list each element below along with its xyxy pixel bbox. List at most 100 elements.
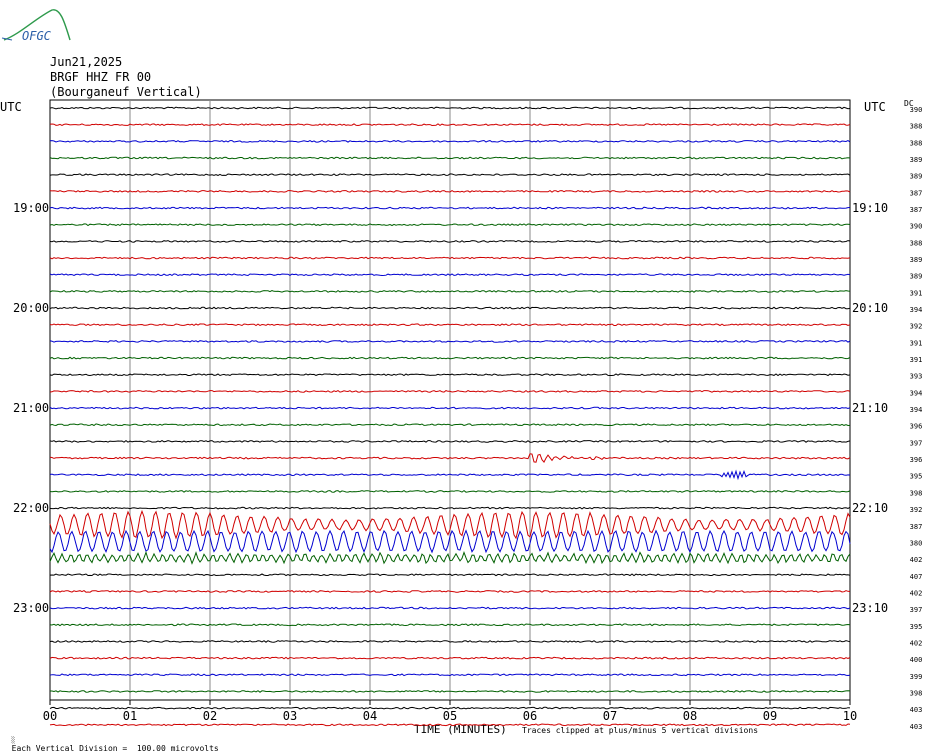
trace-line — [49, 256, 851, 260]
header-description: (Bourganeuf Vertical) — [50, 85, 202, 99]
trace-line — [49, 423, 851, 427]
dc-offset-label: 398 — [910, 489, 923, 497]
x-tick-label: 03 — [283, 709, 297, 723]
x-tick-label: 10 — [843, 709, 857, 723]
dc-offset-label: 389 — [910, 256, 923, 264]
trace-line — [49, 529, 851, 554]
dc-offset-label: 380 — [910, 539, 923, 547]
time-label-left: 22:00 — [13, 501, 49, 515]
time-label-right: 23:10 — [852, 601, 888, 615]
time-label-right: 21:10 — [852, 401, 888, 415]
trace-line — [49, 389, 851, 393]
trace-line — [49, 623, 851, 627]
dc-offset-label: 402 — [910, 639, 923, 647]
dc-offset-label: 407 — [910, 573, 923, 581]
dc-offset-label: 403 — [910, 723, 923, 731]
trace-line — [49, 306, 851, 310]
trace-line — [50, 690, 851, 693]
dc-offset-label: 398 — [910, 689, 923, 697]
dc-offset-label: 396 — [910, 423, 923, 431]
dc-offset-label: 397 — [910, 606, 923, 614]
logo-mark: OFGC — [1, 9, 71, 43]
logo-text: OFGC — [22, 29, 52, 43]
time-label-left: 19:00 — [13, 201, 49, 215]
dc-offset-label: 391 — [910, 289, 923, 297]
x-tick-label: 05 — [443, 709, 457, 723]
x-axis-label: TIME (MINUTES) — [414, 723, 507, 736]
dc-offset-label: 389 — [910, 173, 923, 181]
trace-line — [49, 573, 851, 577]
trace-line — [49, 240, 851, 243]
trace-line — [49, 206, 851, 210]
dc-offset-label: 387 — [910, 189, 923, 197]
x-tick-label: 07 — [603, 709, 617, 723]
dc-offset-label: 396 — [910, 456, 923, 464]
trace-line — [49, 373, 851, 377]
scale-note: ░ Each Vertical Division = 100.00 microv… — [2, 726, 219, 753]
dc-offset-label: 394 — [910, 389, 923, 397]
trace-line — [49, 606, 851, 610]
utc-label-left: UTC — [0, 100, 22, 114]
scale-note-icon: ░ — [11, 737, 16, 744]
x-tick-label: 06 — [523, 709, 537, 723]
x-tick-label: 01 — [123, 709, 137, 723]
trace-line — [49, 123, 851, 127]
dc-offset-label: 394 — [910, 306, 923, 314]
x-tick-label: 02 — [203, 709, 217, 723]
trace-line — [49, 139, 851, 143]
trace-line — [49, 439, 851, 443]
dc-label: DC — [904, 99, 914, 108]
trace-line — [49, 339, 851, 343]
dc-offset-label: 403 — [910, 706, 923, 714]
time-label-right: 20:10 — [852, 301, 888, 315]
dc-offset-label: 388 — [910, 139, 923, 147]
trace-line — [49, 156, 851, 160]
dc-offset-label: 389 — [910, 156, 923, 164]
trace-line — [49, 590, 851, 593]
trace-line — [49, 223, 851, 227]
trace-line — [49, 189, 851, 193]
trace-line — [49, 506, 851, 510]
trace-line — [49, 509, 851, 540]
dc-offset-label: 393 — [910, 373, 923, 381]
trace-line — [49, 640, 851, 643]
x-tick-label: 00 — [43, 709, 57, 723]
dc-offset-label: 400 — [910, 656, 923, 664]
dc-offset-label: 389 — [910, 273, 923, 281]
dc-offset-label: 392 — [910, 506, 923, 514]
dc-offset-label: 397 — [910, 439, 923, 447]
time-label-right: 22:10 — [852, 501, 888, 515]
trace-line — [49, 106, 851, 110]
dc-offset-label: 391 — [910, 356, 923, 364]
dc-offset-label: 387 — [910, 206, 923, 214]
header-station: BRGF HHZ FR 00 — [50, 70, 152, 84]
scale-note-text: Each Vertical Division = 100.00 microvol… — [11, 744, 219, 753]
dc-offset-label: 391 — [910, 339, 923, 347]
x-tick-label: 04 — [363, 709, 377, 723]
trace-line — [49, 406, 851, 410]
time-label-left: 23:00 — [13, 601, 49, 615]
trace-line — [49, 356, 851, 360]
trace-line — [49, 273, 851, 277]
clip-note: Traces clipped at plus/minus 5 vertical … — [522, 726, 759, 735]
time-label-left: 21:00 — [13, 401, 49, 415]
x-tick-label: 08 — [683, 709, 697, 723]
dc-offset-label: 388 — [910, 239, 923, 247]
utc-label-right: UTC — [864, 100, 886, 114]
trace-line — [49, 550, 851, 565]
trace-line — [49, 489, 851, 493]
dc-offset-label: 395 — [910, 473, 923, 481]
trace-line — [49, 469, 851, 481]
x-tick-label: 09 — [763, 709, 777, 723]
dc-offset-label: 390 — [910, 106, 923, 114]
trace-line — [49, 323, 851, 327]
dc-offset-label: 390 — [910, 223, 923, 231]
logo-arc — [3, 9, 71, 41]
trace-line — [49, 673, 851, 677]
dc-offset-label: 392 — [910, 323, 923, 331]
dc-offset-label: 402 — [910, 556, 923, 564]
trace-line — [49, 289, 851, 293]
dc-offset-label: 395 — [910, 623, 923, 631]
trace-line — [49, 656, 851, 660]
